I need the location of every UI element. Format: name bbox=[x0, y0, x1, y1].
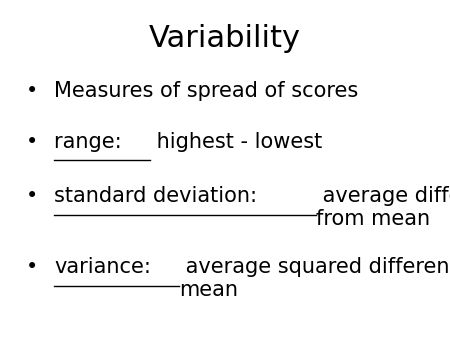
Text: average squared difference from
mean: average squared difference from mean bbox=[179, 257, 450, 300]
Text: variance:: variance: bbox=[54, 257, 151, 277]
Text: range:: range: bbox=[54, 132, 128, 152]
Text: •: • bbox=[25, 132, 38, 152]
Text: highest - lowest: highest - lowest bbox=[150, 132, 322, 152]
Text: •: • bbox=[25, 81, 38, 101]
Text: Variability: Variability bbox=[149, 24, 301, 53]
Text: •: • bbox=[25, 186, 38, 206]
Text: average difference
from mean: average difference from mean bbox=[316, 186, 450, 229]
Text: standard deviation:: standard deviation: bbox=[54, 186, 257, 206]
Text: •: • bbox=[25, 257, 38, 277]
Text: Measures of spread of scores: Measures of spread of scores bbox=[54, 81, 358, 101]
